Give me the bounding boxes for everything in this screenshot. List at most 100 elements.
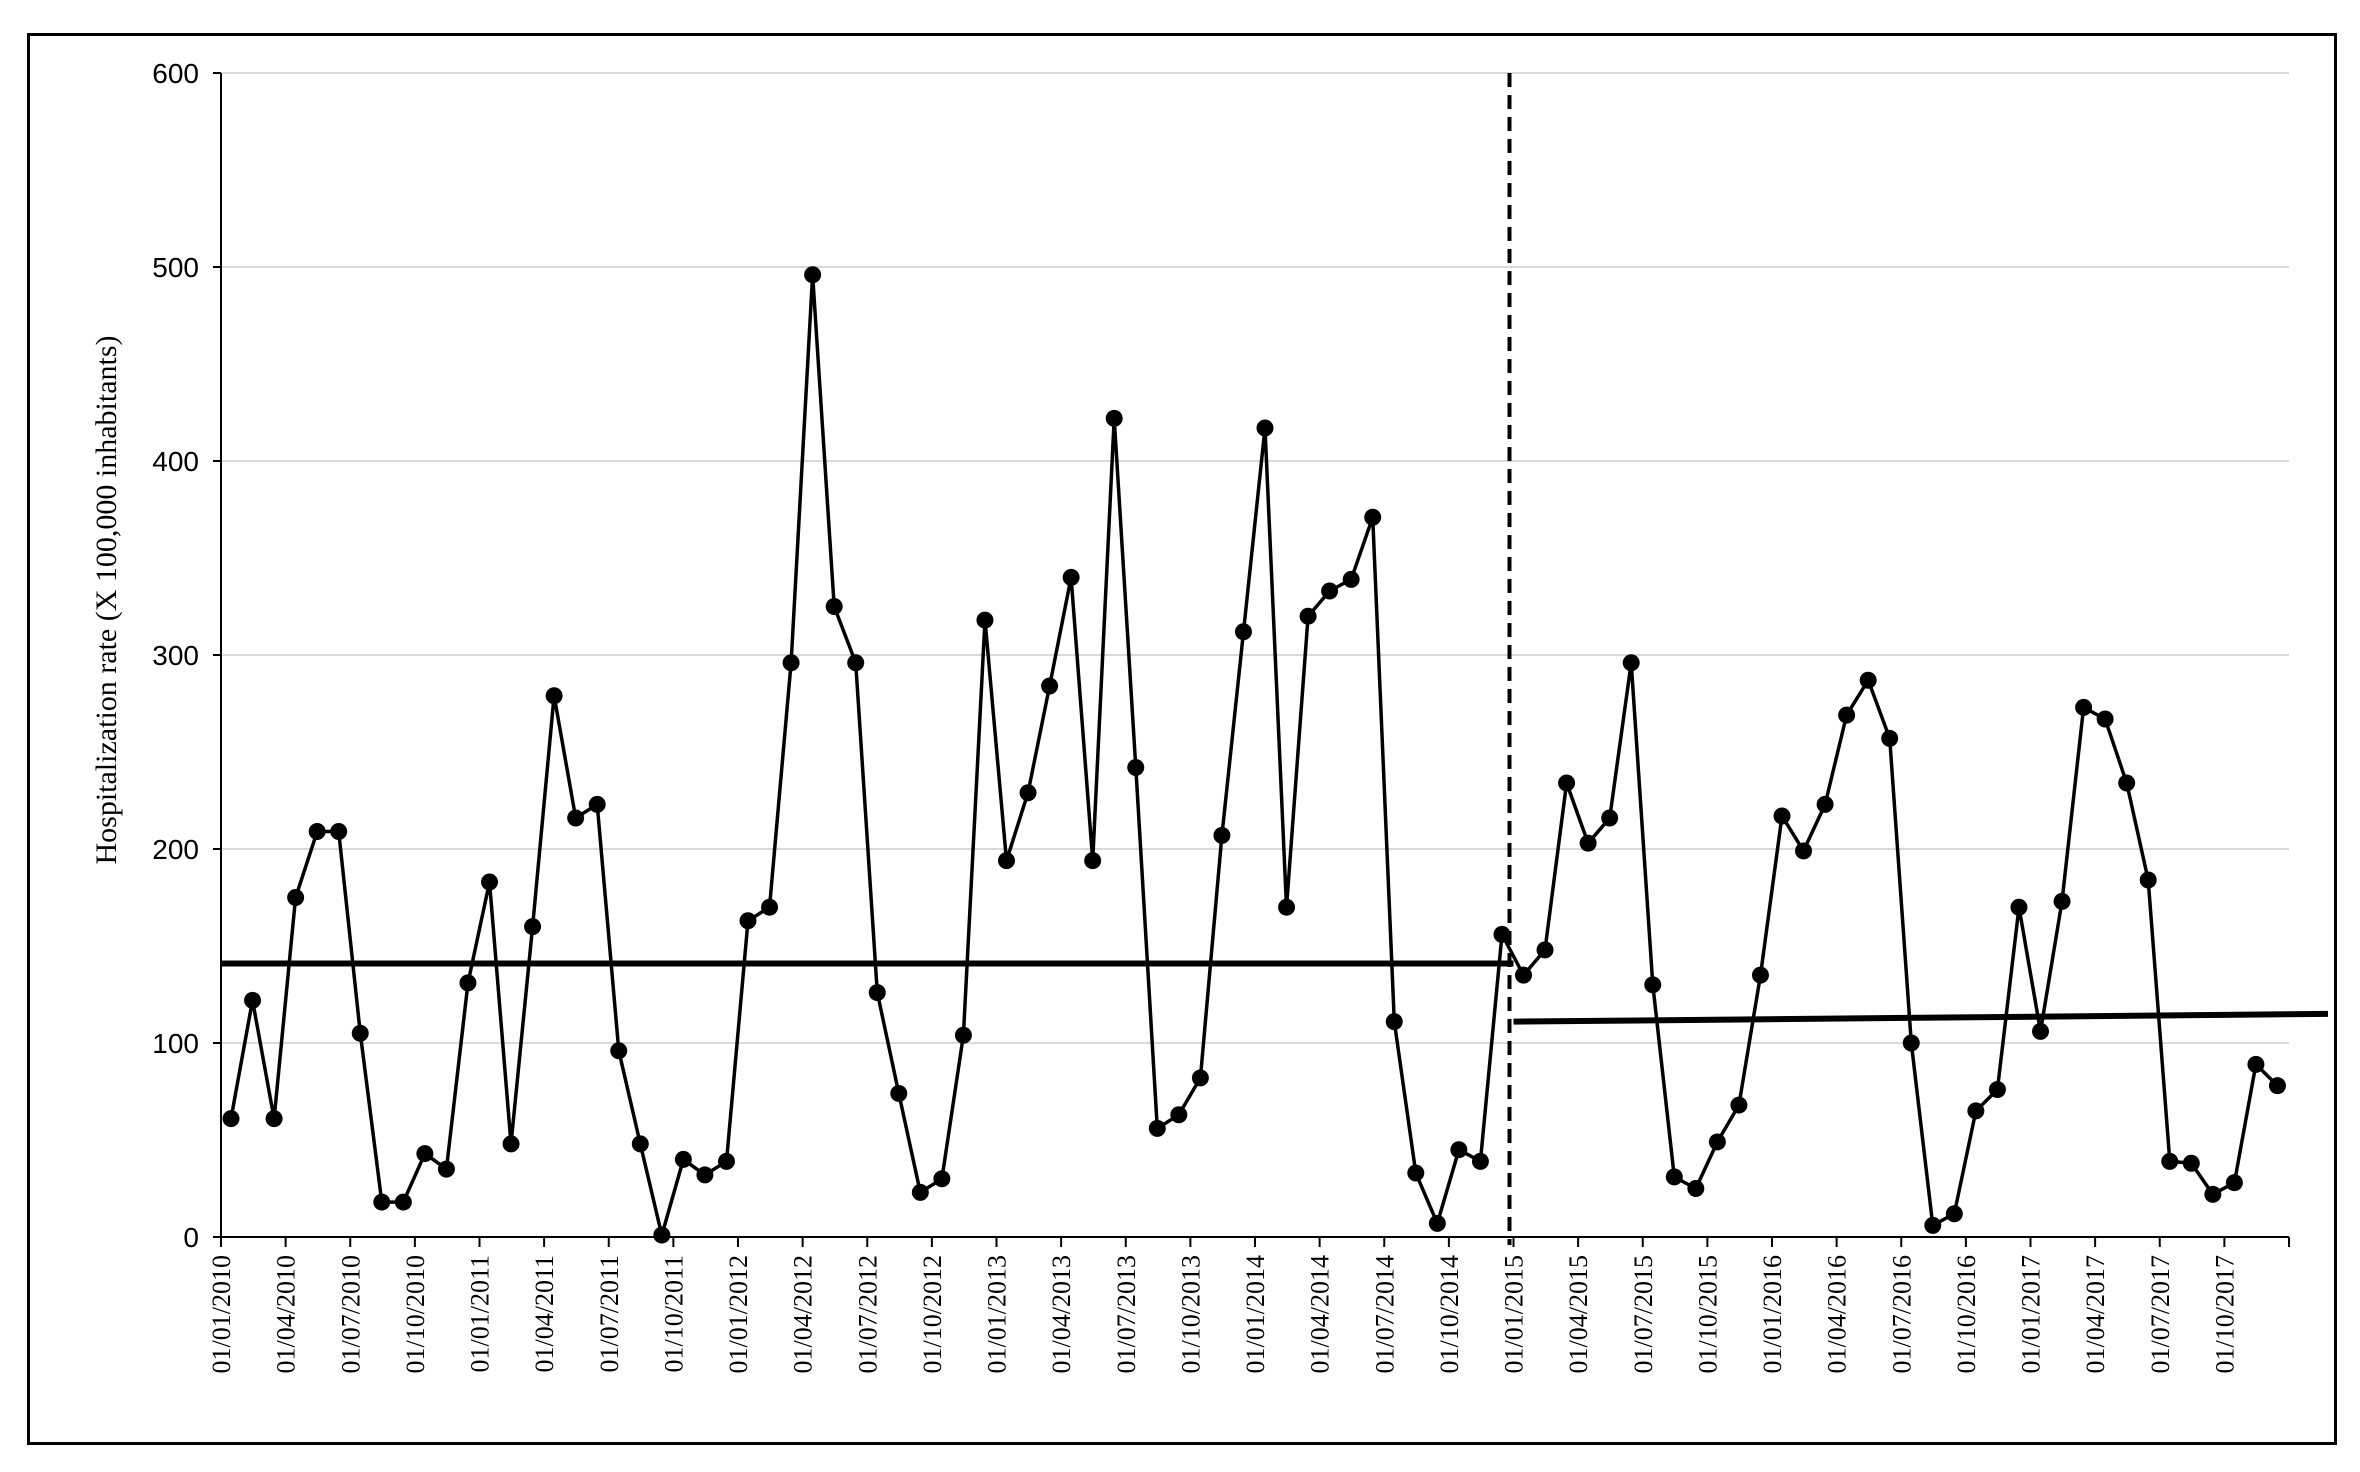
post-intervention-trend-line	[1513, 1010, 2329, 1025]
data-point	[2096, 710, 2114, 728]
data-point	[1062, 568, 1080, 586]
data-point	[674, 1150, 692, 1168]
x-tick-label: 01/04/2014	[1306, 1255, 1335, 1373]
data-point	[1751, 966, 1769, 984]
x-tick-label: 01/10/2011	[659, 1255, 688, 1372]
data-point	[1665, 1168, 1683, 1186]
data-point	[825, 598, 843, 615]
data-point	[437, 1160, 455, 1178]
data-point	[2075, 698, 2093, 716]
data-point	[222, 1110, 240, 1128]
data-point	[1450, 1141, 1468, 1159]
data-point	[502, 1135, 520, 1153]
data-point	[631, 1135, 649, 1153]
data-point	[1988, 1081, 2006, 1099]
data-point	[1859, 671, 1877, 689]
y-tick-label: 100	[152, 1028, 199, 1059]
axes	[220, 73, 2290, 1247]
data-point	[1041, 677, 1059, 695]
x-tick-label: 01/07/2016	[1887, 1255, 1916, 1373]
x-tick-label: 01/10/2010	[401, 1255, 430, 1373]
data-point	[1385, 1013, 1403, 1031]
y-tick-label: 600	[152, 58, 199, 89]
x-tick-label: 01/01/2016	[1758, 1255, 1787, 1373]
data-point	[761, 898, 779, 916]
x-tick-label: 01/07/2017	[2146, 1255, 2175, 1373]
x-tick-label: 01/10/2013	[1176, 1255, 1205, 1373]
x-tick-label: 01/04/2016	[1823, 1255, 1852, 1373]
data-point	[610, 1042, 628, 1060]
data-point	[1407, 1164, 1425, 1182]
data-point	[351, 1024, 369, 1042]
x-tick-label: 01/01/2013	[983, 1255, 1012, 1373]
x-tick-label: 01/04/2010	[272, 1255, 301, 1373]
data-point	[653, 1226, 671, 1244]
data-point	[954, 1026, 972, 1044]
data-point	[1558, 774, 1576, 792]
data-point	[330, 823, 348, 841]
data-point	[1342, 570, 1360, 588]
data-point	[545, 687, 563, 705]
data-point	[1428, 1214, 1446, 1232]
y-axis-label: Hospitalization rate (X 100,000 inhabita…	[90, 335, 123, 864]
data-point	[1945, 1205, 1963, 1223]
x-tick-label: 01/10/2015	[1693, 1255, 1722, 1373]
x-tick-label: 01/04/2012	[789, 1255, 818, 1373]
data-point	[933, 1170, 951, 1188]
x-tick-labels: 01/01/2010 01/04/2010 01/07/2010 01/10/2010…	[207, 1255, 2239, 1373]
data-point	[588, 795, 606, 813]
data-point	[1364, 508, 1382, 526]
data-point	[1838, 706, 1856, 724]
x-tick-label: 01/07/2015	[1629, 1255, 1658, 1373]
x-tick-label: 01/01/2012	[724, 1255, 753, 1373]
data-point	[1019, 784, 1037, 802]
data-point	[1321, 582, 1339, 600]
data-point	[782, 654, 800, 672]
data-point	[2247, 1055, 2265, 1073]
x-tick-label: 01/10/2016	[1952, 1255, 1981, 1373]
data-point	[1579, 834, 1597, 852]
x-tick-label: 01/10/2012	[918, 1255, 947, 1373]
mean-lines	[221, 960, 2329, 1025]
x-tick-label: 01/07/2010	[336, 1255, 365, 1373]
x-tick-label: 01/07/2012	[853, 1255, 882, 1373]
data-point	[1924, 1216, 1942, 1234]
data-point	[373, 1193, 391, 1211]
data-point	[998, 852, 1015, 870]
data-points	[222, 266, 2286, 1244]
data-point	[1256, 419, 1274, 437]
data-point	[2161, 1152, 2179, 1170]
data-point	[481, 873, 498, 891]
data-point	[2225, 1174, 2243, 1192]
x-tick-label: 01/01/2014	[1241, 1255, 1270, 1373]
x-tick-label: 01/01/2015	[1500, 1255, 1529, 1373]
data-point	[1213, 826, 1231, 844]
data-point	[1773, 807, 1791, 825]
data-point	[2268, 1077, 2286, 1095]
x-tick-label: 01/07/2011	[595, 1255, 624, 1372]
data-point	[1127, 759, 1145, 777]
data-point	[2118, 774, 2136, 792]
data-point	[868, 984, 886, 1002]
data-point	[2032, 1022, 2049, 1040]
data-point	[2010, 898, 2028, 916]
data-point	[717, 1152, 735, 1170]
data-point	[1299, 607, 1317, 625]
data-point	[287, 889, 305, 906]
data-point	[2053, 892, 2071, 910]
series-polyline	[229, 273, 2279, 1237]
data-point	[459, 974, 477, 992]
data-point	[567, 809, 585, 827]
x-tick-label: 01/10/2017	[2210, 1255, 2239, 1373]
data-point	[804, 266, 822, 284]
data-point	[416, 1145, 434, 1163]
data-point	[739, 912, 757, 930]
x-tick-label: 01/10/2014	[1435, 1255, 1464, 1373]
data-point	[1902, 1034, 1920, 1052]
data-point	[2204, 1185, 2222, 1203]
data-point	[1170, 1106, 1188, 1124]
y-tick-label: 300	[152, 640, 199, 671]
x-tick-label: 01/01/2010	[207, 1255, 236, 1373]
gridlines	[213, 72, 2289, 1238]
